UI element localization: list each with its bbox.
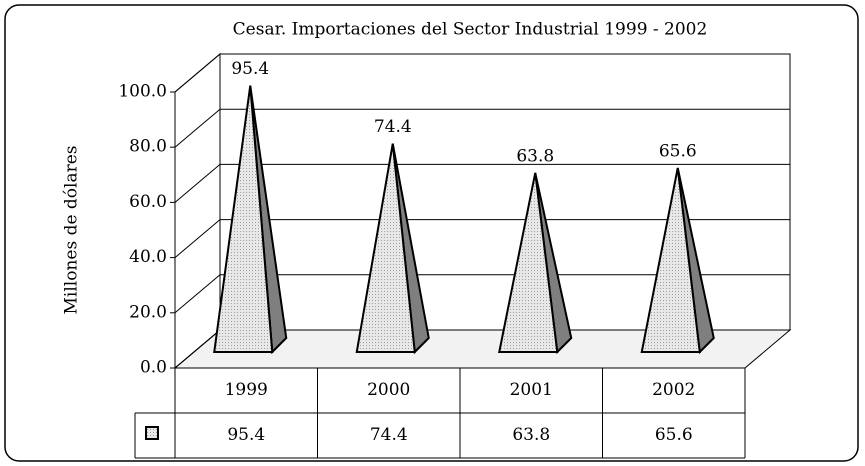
pyramid-front (213, 85, 274, 353)
x-tick-label: 2002 (652, 380, 695, 400)
y-axis-label: Millones de dólares (62, 145, 82, 314)
pyramid (213, 85, 288, 355)
data-label: 95.4 (231, 59, 269, 79)
x-tick-label: 2001 (510, 380, 553, 400)
data-label: 65.6 (659, 141, 697, 161)
data-label: 63.8 (516, 146, 554, 166)
pyramid-front (498, 172, 559, 353)
table-value: 74.4 (370, 425, 408, 445)
y-tick-label: 100.0 (118, 82, 167, 102)
y-tick-label: 60.0 (129, 192, 167, 212)
table-value: 63.8 (512, 425, 550, 445)
grid-line (174, 274, 221, 314)
y-tick-label: 80.0 (129, 137, 167, 157)
grid-line (174, 164, 221, 203)
pyramid (640, 167, 715, 355)
pyramid-front (355, 143, 416, 353)
pyramid (355, 143, 430, 355)
table-value: 65.6 (655, 425, 693, 445)
legend-key (145, 426, 159, 440)
pyramid (498, 172, 573, 355)
grid-line (174, 108, 221, 148)
pyramid-front (640, 167, 701, 353)
data-label: 74.4 (374, 117, 412, 137)
y-tick-label: 20.0 (129, 302, 167, 322)
x-tick-label: 1999 (225, 380, 268, 400)
y-tick-label: 0.0 (140, 358, 167, 378)
x-tick-label: 2000 (367, 380, 410, 400)
grid-line (174, 219, 221, 258)
grid-line (174, 329, 221, 369)
table-value: 95.4 (227, 425, 265, 445)
back-wall (219, 53, 791, 331)
chart-title: Cesar. Importaciones del Sector Industri… (233, 20, 708, 40)
y-tick-label: 40.0 (129, 247, 167, 267)
grid-line (174, 53, 221, 93)
